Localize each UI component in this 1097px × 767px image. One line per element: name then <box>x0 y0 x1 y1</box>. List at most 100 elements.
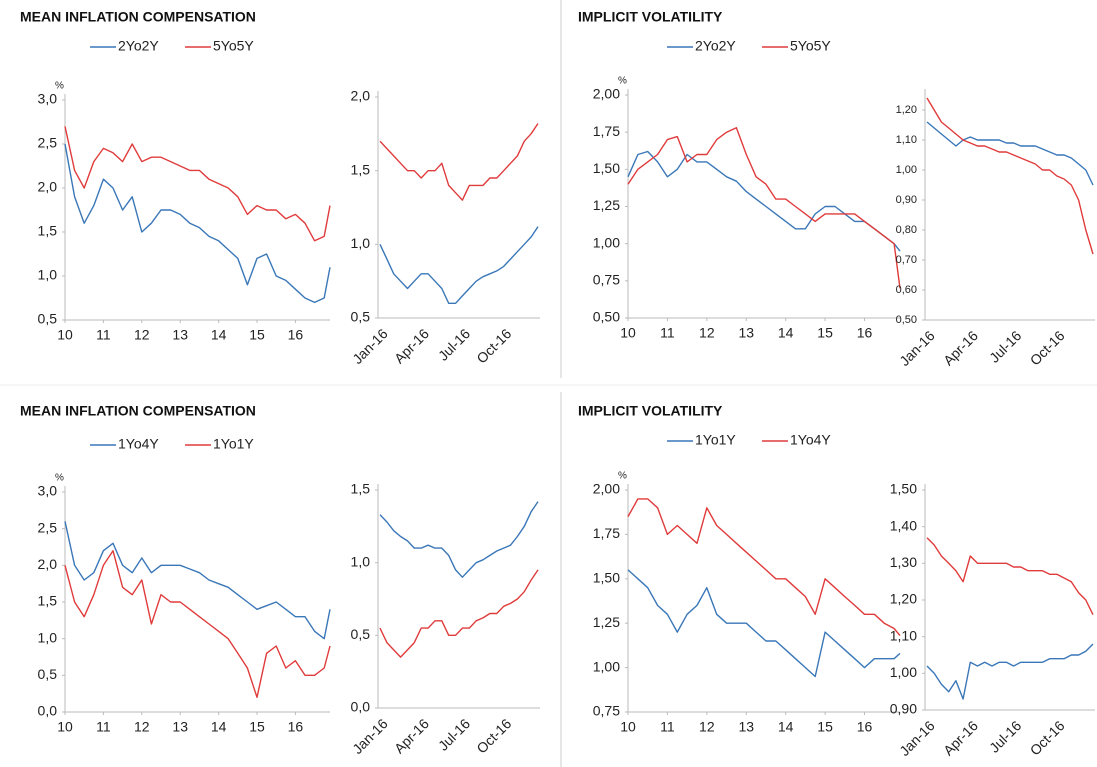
series-line <box>379 123 539 201</box>
y-tick-label: 2,5 <box>38 135 58 151</box>
series-line <box>379 501 539 578</box>
x-tick-label: Apr-16 <box>391 715 432 756</box>
y-tick-label: 1,00 <box>890 664 917 680</box>
x-tick-label: 12 <box>699 719 715 735</box>
series-line <box>926 97 1094 255</box>
x-tick-label: 15 <box>817 325 833 341</box>
y-tick-label: 1,00 <box>593 658 620 674</box>
y-tick-label: 2,0 <box>351 88 371 104</box>
series-line <box>64 126 331 242</box>
x-tick-label: 11 <box>660 325 675 341</box>
y-tick-label: 0,70 <box>896 254 917 266</box>
y-tick-label: 0,5 <box>38 666 58 682</box>
x-tick-label: Jan-16 <box>896 327 938 369</box>
x-tick-label: Apr-16 <box>940 717 981 758</box>
series-line <box>627 498 901 637</box>
x-tick-label: Jul-16 <box>986 327 1024 365</box>
y-unit: % <box>55 81 64 92</box>
y-tick-label: 1,50 <box>593 160 620 176</box>
y-tick-label: 0,0 <box>351 699 371 715</box>
legend-label: 5Yo5Y <box>790 38 831 54</box>
y-tick-label: 1,75 <box>593 525 620 541</box>
y-tick-label: 0,5 <box>351 309 371 325</box>
y-tick-label: 2,00 <box>593 481 620 497</box>
x-tick-label: 12 <box>134 719 150 735</box>
y-tick-label: 1,20 <box>890 591 917 607</box>
x-tick-label: 14 <box>778 325 794 341</box>
x-tick-label: Jan-16 <box>896 717 938 759</box>
x-tick-label: 15 <box>817 719 833 735</box>
x-tick-label: Apr-16 <box>940 327 981 368</box>
x-tick-label: Jul-16 <box>435 715 473 753</box>
series-line <box>926 643 1094 700</box>
y-tick-label: 0,0 <box>38 703 58 719</box>
y-tick-label: 1,50 <box>890 481 917 497</box>
y-tick-label: 1,5 <box>38 593 58 609</box>
y-tick-label: 3,0 <box>38 483 58 499</box>
y-tick-label: 1,0 <box>351 553 371 569</box>
x-tick-label: 14 <box>211 327 227 343</box>
y-unit: % <box>55 473 64 484</box>
y-tick-label: 1,10 <box>896 134 917 146</box>
series-line <box>627 150 901 252</box>
y-tick-label: 0,75 <box>593 703 620 719</box>
y-tick-label: 1,10 <box>890 627 917 643</box>
series-line <box>627 127 901 289</box>
y-tick-label: 1,5 <box>351 161 371 177</box>
x-tick-label: 15 <box>249 719 265 735</box>
y-tick-label: 1,25 <box>593 197 620 213</box>
legend-label: 5Yo5Y <box>213 38 254 54</box>
y-tick-label: 0,60 <box>896 284 917 296</box>
x-tick-label: 12 <box>134 327 150 343</box>
legend-label: 1Yo4Y <box>790 432 831 448</box>
y-tick-label: 1,5 <box>351 481 371 497</box>
y-tick-label: 1,25 <box>593 614 620 630</box>
y-tick-label: 0,50 <box>593 309 620 325</box>
x-tick-label: 13 <box>172 719 188 735</box>
x-tick-label: 13 <box>738 719 754 735</box>
y-tick-label: 2,00 <box>593 86 620 102</box>
y-tick-label: 2,0 <box>38 179 58 195</box>
y-tick-label: 1,50 <box>593 570 620 586</box>
y-tick-label: 1,0 <box>38 267 58 283</box>
legend-label: 2Yo2Y <box>695 38 736 54</box>
y-tick-label: 1,0 <box>351 235 371 251</box>
y-unit: % <box>618 76 627 87</box>
x-tick-label: 11 <box>96 719 111 735</box>
x-tick-label: Jul-16 <box>435 325 473 363</box>
x-tick-label: Oct-16 <box>473 325 514 366</box>
y-tick-label: 0,75 <box>593 272 620 288</box>
y-tick-label: 0,90 <box>896 194 917 206</box>
y-tick-label: 2,0 <box>38 556 58 572</box>
x-tick-label: 13 <box>738 325 754 341</box>
chart-title: MEAN INFLATION COMPENSATION <box>20 9 256 25</box>
y-tick-label: 1,30 <box>890 554 917 570</box>
y-tick-label: 3,0 <box>38 91 58 107</box>
y-tick-label: 0,5 <box>38 311 58 327</box>
series-line <box>379 569 539 658</box>
y-tick-label: 1,0 <box>38 629 58 645</box>
x-tick-label: 13 <box>172 327 188 343</box>
series-line <box>926 537 1094 616</box>
y-unit: % <box>618 471 627 482</box>
x-tick-label: Jan-16 <box>349 715 391 757</box>
x-tick-label: 10 <box>57 327 73 343</box>
x-tick-label: 11 <box>660 719 675 735</box>
series-line <box>379 226 539 304</box>
x-tick-label: 16 <box>857 325 873 341</box>
x-tick-label: 12 <box>699 325 715 341</box>
x-tick-label: 14 <box>211 719 227 735</box>
legend-label: 1Yo1Y <box>695 432 736 448</box>
series-line <box>64 143 331 304</box>
x-tick-label: 16 <box>857 719 873 735</box>
series-line <box>926 121 1094 186</box>
x-tick-label: Jan-16 <box>349 325 391 367</box>
x-tick-label: 10 <box>620 325 636 341</box>
series-line <box>64 521 331 640</box>
x-tick-label: 14 <box>778 719 794 735</box>
y-tick-label: 1,20 <box>896 104 917 116</box>
x-tick-label: 15 <box>249 327 265 343</box>
legend-label: 1Yo4Y <box>118 436 159 452</box>
x-tick-label: Oct-16 <box>1027 717 1068 758</box>
